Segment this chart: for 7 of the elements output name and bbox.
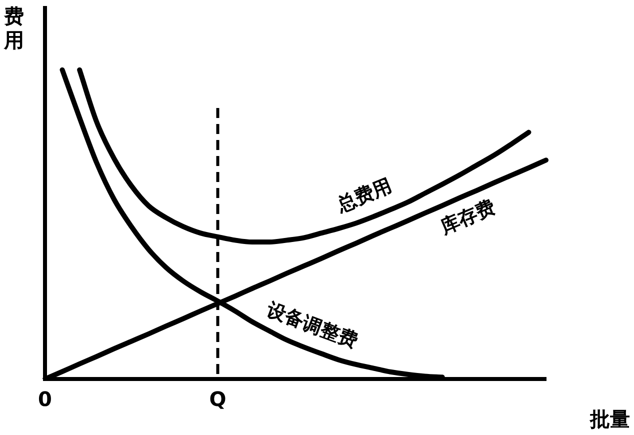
text: 库存费: [436, 196, 498, 239]
y-axis-title: 费用: [4, 4, 25, 52]
x-axis-title: 批量: [590, 406, 630, 433]
text: 设备调整费: [262, 298, 361, 353]
x-tick-label: 0: [38, 387, 52, 412]
text: 总费用: [332, 174, 396, 217]
x-tick-label: Q: [209, 387, 226, 412]
